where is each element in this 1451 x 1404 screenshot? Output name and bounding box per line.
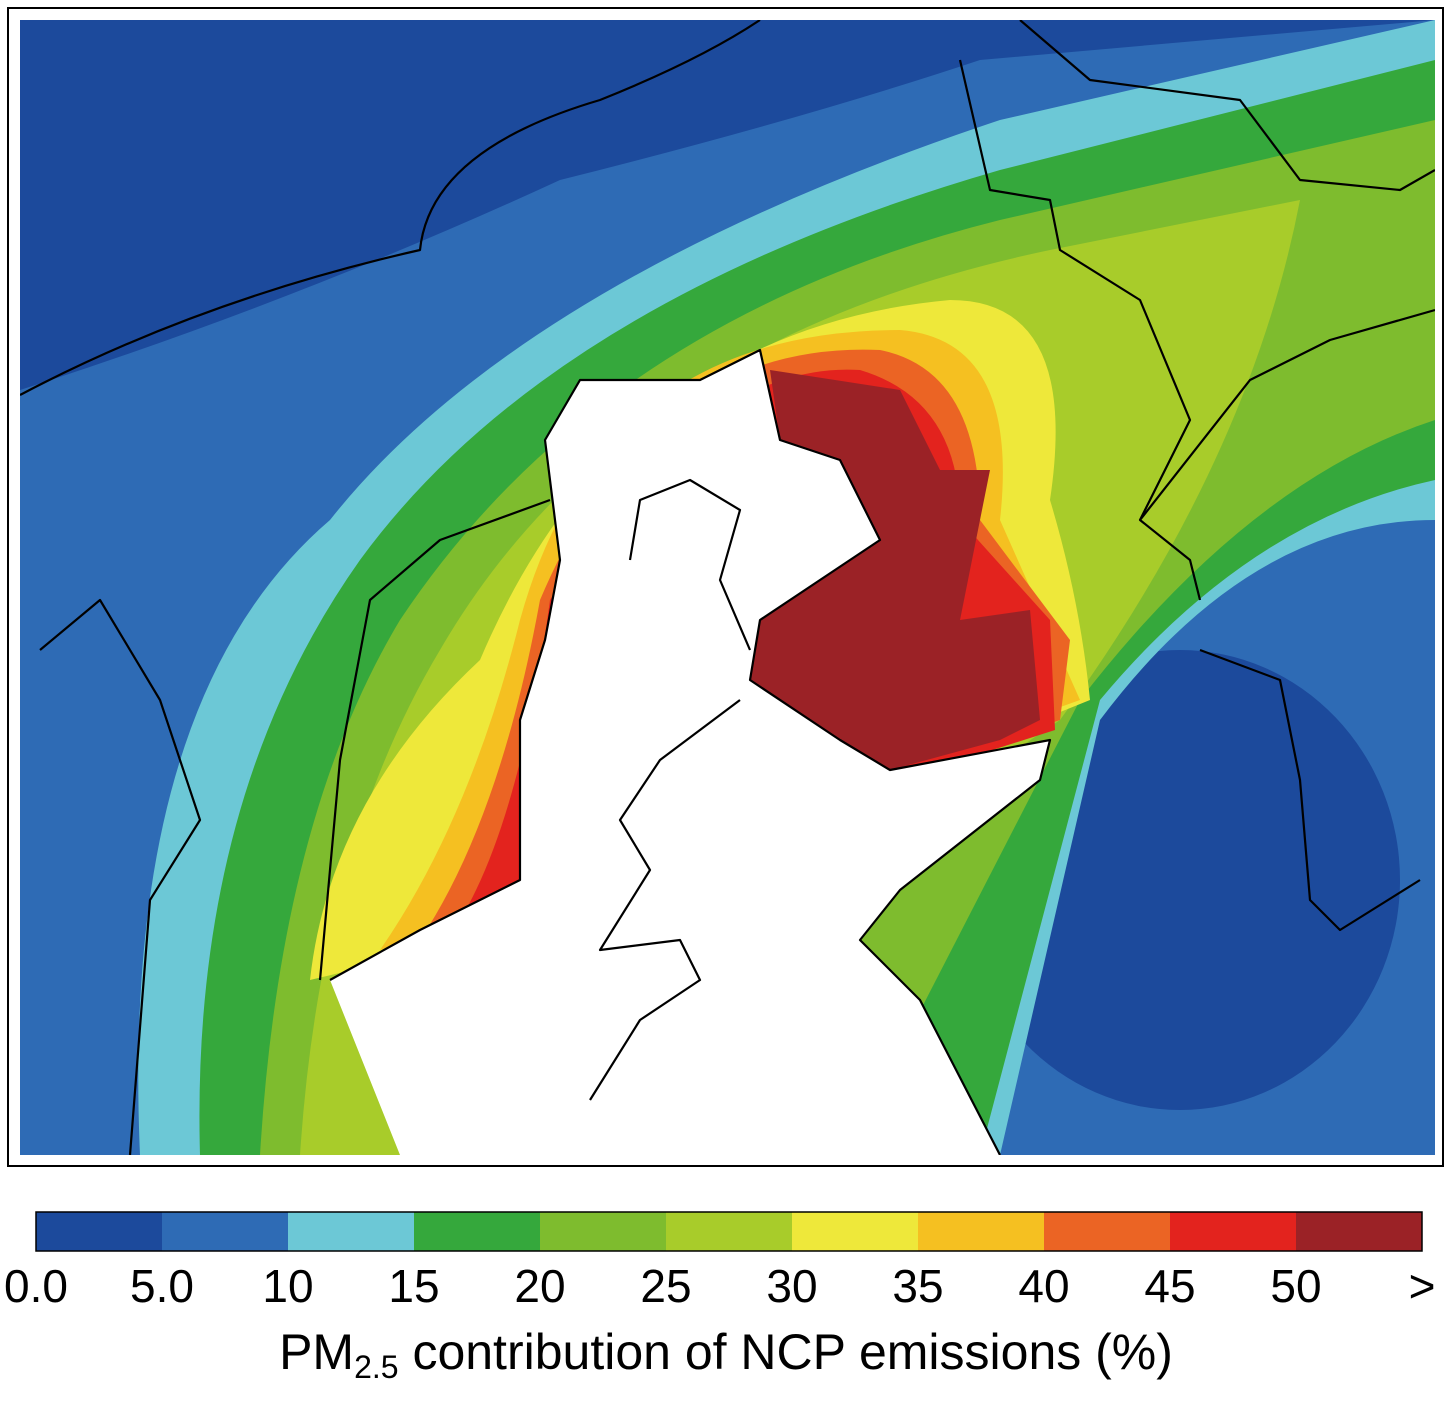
boundary [628,478,752,651]
boundary [39,598,202,1155]
colorbar-box [414,1212,540,1251]
tick-label: 20 [514,1260,565,1312]
colorbar-label: PM2.5 contribution of NCP emissions (%) [279,1324,1173,1385]
boundary [1139,308,1435,521]
frame [7,7,1444,1167]
colorbar-box [1296,1212,1422,1251]
tick-label: 45 [1144,1260,1195,1312]
label-rest: contribution of NCP emissions (%) [399,1324,1173,1380]
boundary [958,59,1202,601]
colorbar-box [288,1212,414,1251]
colorbar-outline [35,1211,1423,1252]
boundary [1019,20,1435,192]
boundary [1199,648,1421,932]
tick-label: 10 [262,1260,313,1312]
tick-label: 25 [640,1260,691,1312]
colorbar-box [162,1212,288,1251]
tick-label: 0.0 [4,1260,68,1312]
region [750,370,1040,770]
boundary [318,498,551,981]
boundary [329,348,1052,1155]
colorbar-box [1044,1212,1170,1251]
colorbar-box [792,1212,918,1251]
label-sub: 2.5 [354,1349,398,1385]
tick-label: 15 [388,1260,439,1312]
map [20,20,1435,1155]
tick-label: 40 [1018,1260,1069,1312]
tick-label: 30 [766,1260,817,1312]
overflow-label: > [1409,1260,1436,1312]
colorbar-box [666,1212,792,1251]
tick-label: 50 [1270,1260,1321,1312]
colorbar-box [36,1212,162,1251]
label-main: PM [279,1324,354,1380]
boundary [20,20,761,396]
colorbar-box [1170,1212,1296,1251]
colorbar-box [918,1212,1044,1251]
masked-region [330,350,1050,1155]
boundary [589,699,741,1101]
colorbar: 0.0 5.0 10 15 20 25 30 35 40 45 50 > [4,1211,1436,1312]
tick-label: 5.0 [130,1260,194,1312]
colorbar-box [540,1212,666,1251]
tick-label: 35 [892,1260,943,1312]
